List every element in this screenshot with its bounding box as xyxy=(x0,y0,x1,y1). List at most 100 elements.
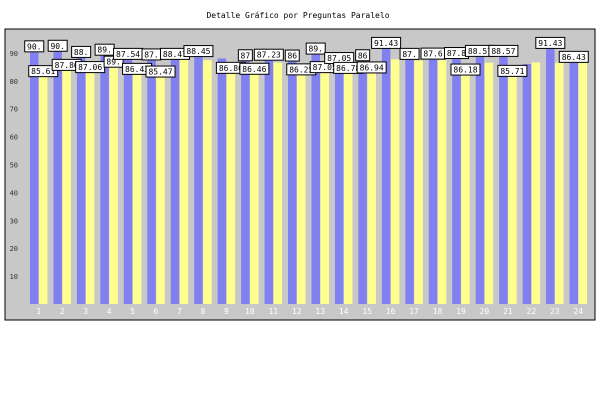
data-label-box xyxy=(71,45,92,58)
x-tick-label: 22 xyxy=(527,307,537,316)
x-axis: 1 2 3 4 5 6 7 8 9 10 11 12 13 14 15 16 17 18 19 20 21 22 23 24 xyxy=(36,307,583,316)
bar-series-1 xyxy=(76,57,86,305)
x-tick-label: 13 xyxy=(315,307,325,316)
data-label-box xyxy=(253,48,284,61)
bar-series-2 xyxy=(297,63,306,304)
bar-series-2 xyxy=(320,61,329,305)
data-label-box xyxy=(399,47,420,60)
bar-series-1 xyxy=(217,58,227,305)
y-tick-label: 50 xyxy=(10,162,18,170)
bar-series-1 xyxy=(334,64,344,304)
data-label: 87.54 xyxy=(116,50,140,59)
bar-series-2 xyxy=(437,60,447,305)
bar-series-2 xyxy=(555,62,564,304)
bar-series-1 xyxy=(123,59,133,304)
x-tick-label: 1 xyxy=(36,307,41,316)
data-label: 91.43 xyxy=(538,39,562,48)
bar-series-1 xyxy=(499,56,508,304)
data-label: 89. xyxy=(97,46,111,55)
chart-title: Detalle Gráfico por Preguntas Paralelo xyxy=(206,11,389,20)
bar-series-1 xyxy=(29,52,39,305)
bar-series-1 xyxy=(288,61,297,305)
data-label-box xyxy=(237,49,253,62)
bar-series-2 xyxy=(508,64,517,304)
x-tick-label: 11 xyxy=(268,307,278,316)
data-label-box xyxy=(535,36,566,49)
data-label: 86 xyxy=(287,52,297,61)
y-tick-label: 20 xyxy=(10,245,18,253)
data-label-box xyxy=(284,49,300,62)
data-label: 86.43 xyxy=(125,65,149,74)
data-label-box xyxy=(356,61,387,74)
data-label: 88.45 xyxy=(186,47,210,56)
data-label: 87.05 xyxy=(313,63,337,72)
data-label: 87. xyxy=(402,50,416,59)
data-label: 85.71 xyxy=(500,67,524,76)
x-tick-label: 6 xyxy=(154,307,159,316)
x-tick-label: 9 xyxy=(224,307,229,316)
bar-series-1 xyxy=(522,64,532,304)
data-label: 87.8 xyxy=(447,49,466,58)
data-label: 90. xyxy=(27,42,41,51)
data-label: 88. xyxy=(74,48,88,57)
bar-series-2 xyxy=(531,62,541,304)
bar-series-2 xyxy=(38,65,48,304)
x-tick-label: 7 xyxy=(177,307,182,316)
bar-series-2 xyxy=(109,55,118,304)
data-label: 89. xyxy=(309,45,323,54)
y-tick-label: 10 xyxy=(10,273,18,281)
bar-series-2 xyxy=(156,65,165,304)
bar-series-1 xyxy=(569,62,579,305)
bar-series-2 xyxy=(250,62,259,305)
bars xyxy=(29,48,588,305)
data-label: 89. xyxy=(106,58,120,67)
data-label: 86.43 xyxy=(562,53,586,62)
y-tick-label: 90 xyxy=(10,50,18,58)
data-label: 87.6 xyxy=(423,50,442,59)
data-labels: 90.85.6190.87.8688.87.0689.89.87.5486.43… xyxy=(24,36,589,78)
data-label: 85.61 xyxy=(31,67,55,76)
data-label-box xyxy=(488,44,519,57)
y-tick-label: 40 xyxy=(10,189,18,197)
bar-series-2 xyxy=(390,59,400,304)
data-label-box xyxy=(239,62,270,75)
bar-series-1 xyxy=(170,59,180,304)
data-label: 86.18 xyxy=(453,66,477,75)
data-label: 86.25 xyxy=(289,65,313,74)
data-label-box xyxy=(558,50,589,63)
y-axis: 10 20 30 40 50 60 70 80 90 xyxy=(10,50,18,281)
x-tick-label: 21 xyxy=(503,307,513,316)
bar-series-1 xyxy=(428,59,438,304)
x-tick-label: 15 xyxy=(362,307,372,316)
bar-series-1 xyxy=(100,55,109,304)
y-tick-label: 80 xyxy=(10,78,18,86)
data-label-box xyxy=(145,65,176,78)
data-label: 86.80 xyxy=(219,64,243,73)
x-tick-label: 10 xyxy=(245,307,255,316)
bar-series-1 xyxy=(53,51,62,305)
bar-series-2 xyxy=(578,62,588,305)
x-tick-label: 3 xyxy=(83,307,88,316)
y-tick-label: 70 xyxy=(10,106,18,114)
bar-series-1 xyxy=(381,48,391,304)
x-tick-label: 24 xyxy=(573,307,583,316)
data-label: 86.78 xyxy=(336,64,360,73)
x-tick-label: 12 xyxy=(292,307,302,316)
bar-series-2 xyxy=(414,60,423,304)
bar-series-2 xyxy=(62,58,71,304)
bar-series-2 xyxy=(179,57,189,304)
data-label-box xyxy=(183,45,214,58)
x-tick-label: 19 xyxy=(456,307,466,316)
x-tick-label: 17 xyxy=(409,307,419,316)
x-tick-label: 8 xyxy=(201,307,206,316)
y-tick-label: 30 xyxy=(10,217,18,225)
data-label-box xyxy=(24,40,45,53)
bar-series-2 xyxy=(85,61,95,304)
x-tick-label: 5 xyxy=(130,307,135,316)
x-tick-label: 2 xyxy=(60,307,65,316)
bar-series-2 xyxy=(461,63,470,304)
data-label: 86 xyxy=(358,51,368,60)
bar-series-1 xyxy=(311,54,320,304)
data-label-box xyxy=(497,64,528,77)
data-label: 86.94 xyxy=(360,63,384,72)
